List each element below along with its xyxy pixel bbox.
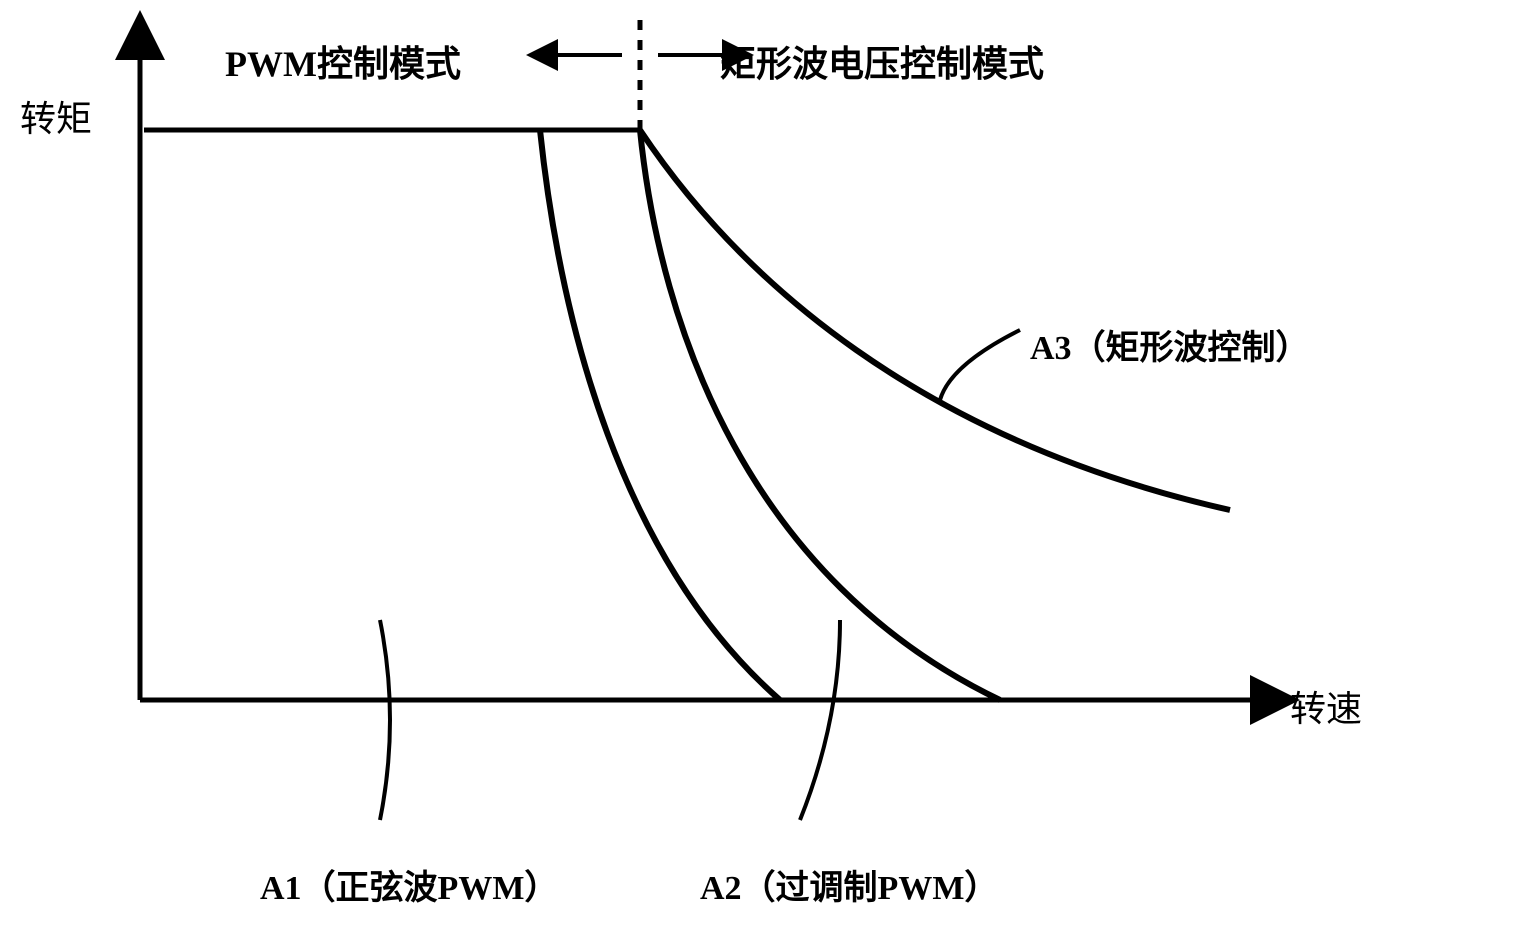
mode-left-label: PWM控制模式: [225, 35, 461, 87]
y-axis-label: 转矩: [20, 90, 92, 142]
curve-a3-label: A3（矩形波控制）: [1030, 320, 1310, 369]
chart-container: 转矩 转速 PWM控制模式 矩形波电压控制模式 A1（正弦波PWM） A2（过调…: [0, 0, 1539, 936]
x-axis-label: 转速: [1290, 680, 1362, 732]
chart-svg: [0, 0, 1539, 936]
curve-a2-label: A2（过调制PWM）: [700, 860, 998, 909]
mode-right-label: 矩形波电压控制模式: [720, 35, 1044, 87]
curve-a1-label: A1（正弦波PWM）: [260, 860, 558, 909]
